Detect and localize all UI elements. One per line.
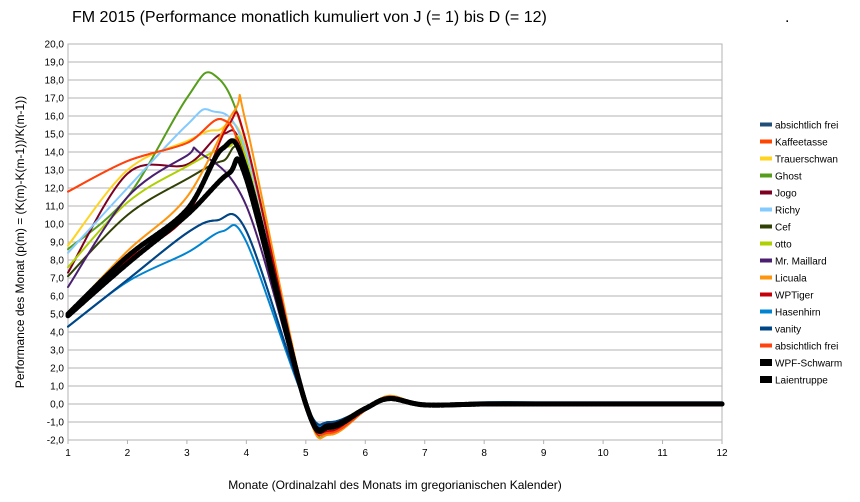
y-tick-label: 17,0 xyxy=(45,94,65,105)
legend-label: absichtlich frei xyxy=(775,121,838,132)
series-line xyxy=(67,129,723,433)
legend-swatch xyxy=(760,309,772,314)
y-tick-label: 2,0 xyxy=(50,364,64,375)
y-tick-label: 12,0 xyxy=(45,184,65,195)
y-tick-label: 19,0 xyxy=(45,58,65,69)
series-line xyxy=(65,138,725,434)
series-line xyxy=(67,213,723,426)
y-tick-label: 10,0 xyxy=(45,220,65,231)
x-tick-label: 10 xyxy=(598,448,610,459)
x-tick-label: 7 xyxy=(422,448,428,459)
series-line xyxy=(67,71,723,439)
legend-swatch xyxy=(760,156,772,161)
x-tick-label: 9 xyxy=(541,448,547,459)
x-tick-label: 12 xyxy=(716,448,728,459)
series-line xyxy=(67,111,723,437)
y-tick-label: 6,0 xyxy=(50,292,64,303)
y-tick-label: 14,0 xyxy=(45,148,65,159)
legend-label: Licuala xyxy=(775,274,807,285)
legend-label: Richy xyxy=(775,206,800,217)
legend-label: Ghost xyxy=(775,172,802,183)
y-tick-label: 13,0 xyxy=(45,166,65,177)
legend-swatch xyxy=(760,190,772,195)
legend-swatch xyxy=(760,207,772,212)
chart-title: FM 2015 (Performance monatlich kumuliert… xyxy=(72,9,547,26)
legend-label: WPTiger xyxy=(775,291,814,302)
x-tick-label: 8 xyxy=(481,448,487,459)
x-tick-label: 5 xyxy=(303,448,309,459)
series-line xyxy=(67,134,723,435)
y-tick-label: 7,0 xyxy=(50,274,64,285)
series-line xyxy=(67,145,723,432)
legend-label: Cef xyxy=(775,223,791,234)
x-axis-ticks: 1 2 3 4 5 6 7 8 9 10 11 12 xyxy=(65,440,728,459)
legend-label: Jogo xyxy=(775,189,797,200)
legend-swatch xyxy=(760,275,772,280)
y-tick-label: 11,0 xyxy=(45,202,64,213)
legend-swatch xyxy=(760,376,772,383)
legend-label: absichtlich frei xyxy=(775,342,838,353)
legend-label: Trauerschwan xyxy=(775,155,838,166)
legend-swatch xyxy=(760,292,772,297)
series-line xyxy=(67,213,723,426)
legend-swatch xyxy=(760,139,772,144)
legend-swatch xyxy=(760,359,772,366)
y-tick-label: 0,0 xyxy=(50,400,64,411)
x-tick-label: 1 xyxy=(65,448,71,459)
y-tick-label: -2,0 xyxy=(47,436,65,447)
series-line xyxy=(65,156,725,433)
y-tick-label: 5,0 xyxy=(50,310,64,321)
y-tick-label: -1,0 xyxy=(47,418,65,429)
x-tick-label: 2 xyxy=(125,448,131,459)
legend-label: Laientruppe xyxy=(775,376,828,387)
legend-swatch xyxy=(760,241,772,246)
y-axis-ticks: -2,0 -1,0 0,0 1,0 2,0 3,0 4,0 5,0 6,0 7,0 8,0 9,0 10… xyxy=(45,40,65,447)
x-tick-label: 6 xyxy=(362,448,368,459)
chart-title-suffix: . xyxy=(785,9,789,26)
legend-swatch xyxy=(760,173,772,178)
legend-label: vanity xyxy=(775,325,801,336)
legend-label: Mr. Maillard xyxy=(775,257,827,268)
legend-swatch xyxy=(760,224,772,229)
legend-label: Kaffeetasse xyxy=(775,138,828,149)
legend-swatch xyxy=(760,343,772,348)
y-tick-label: 18,0 xyxy=(45,76,65,87)
y-tick-label: 15,0 xyxy=(45,130,65,141)
legend-swatch xyxy=(760,122,772,127)
y-tick-label: 8,0 xyxy=(50,256,64,267)
legend: absichtlich frei Kaffeetasse Trauerschwan G… xyxy=(760,121,842,387)
x-tick-label: 11 xyxy=(657,448,668,459)
y-tick-label: 3,0 xyxy=(50,346,64,357)
y-tick-label: 9,0 xyxy=(50,238,64,249)
y-tick-label: 1,0 xyxy=(50,382,64,393)
series-group xyxy=(65,71,725,440)
y-tick-label: 20,0 xyxy=(45,40,65,51)
legend-swatch xyxy=(760,326,772,331)
legend-label: otto xyxy=(775,240,792,251)
x-tick-label: 4 xyxy=(244,448,250,459)
y-axis-title: Performance des Monat (p(m) = (K(m)-K(m-… xyxy=(13,96,27,388)
x-tick-label: 3 xyxy=(184,448,190,459)
legend-swatch xyxy=(760,258,772,263)
x-axis-title: Monate (Ordinalzahl des Monats im gregor… xyxy=(228,478,562,492)
grid xyxy=(68,43,722,441)
y-tick-label: 4,0 xyxy=(50,328,64,339)
legend-label: WPF-Schwarm xyxy=(775,359,842,370)
y-tick-label: 16,0 xyxy=(45,112,65,123)
legend-label: Hasenhirn xyxy=(775,308,821,319)
plot-area-frame xyxy=(67,43,723,441)
